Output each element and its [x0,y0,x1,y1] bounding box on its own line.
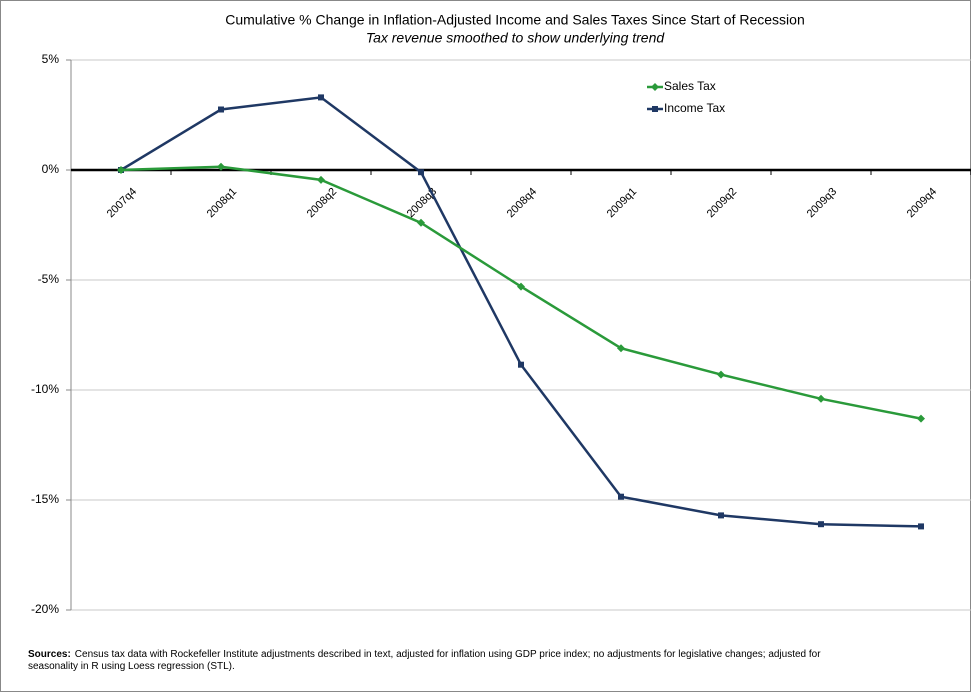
x-tick-label: 2008q3 [405,186,439,220]
chart-title: Cumulative % Change in Inflation-Adjuste… [225,12,805,28]
y-tick-label: -15% [31,492,59,506]
point [918,523,924,530]
sources-text: Census tax data with Rockefeller Institu… [28,649,821,672]
series-line [120,96,922,528]
x-tick-label: 2008q1 [205,186,239,220]
x-tick-label: 2007q4 [105,186,139,220]
y-tick-label: -5% [38,272,60,286]
point [818,521,824,528]
x-tick-label: 2008q4 [505,186,539,220]
point [617,344,625,353]
y-tick-label: -20% [31,602,59,616]
sources: Sources: Census tax data with Rockefeller… [28,649,828,673]
y-tick-label: -10% [31,382,59,396]
point [117,166,125,174]
point [917,414,925,423]
legend-label: Sales Tax [664,79,716,93]
point [417,218,425,227]
x-tick-label: 2009q4 [905,186,939,220]
x-tick-label: 2009q3 [805,186,839,220]
point [317,175,325,184]
point [718,512,724,519]
point [418,169,424,176]
point [218,106,224,113]
x-tick-label: 2009q2 [705,186,739,220]
y-tick-label: 0% [42,162,60,176]
chart-subtitle: Tax revenue smoothed to show underlying … [366,30,666,46]
legend-label: Income Tax [664,101,725,115]
point [217,162,225,171]
y-tick-label: 5% [42,52,60,66]
point [717,370,725,379]
x-tick-label: 2009q1 [605,186,639,220]
sources-label: Sources: [28,649,71,660]
point [651,83,659,91]
point [517,282,525,291]
point [817,394,825,403]
point [618,493,624,500]
point [652,106,658,112]
point [518,361,524,368]
point [318,94,324,101]
x-tick-label: 2008q2 [305,186,339,220]
